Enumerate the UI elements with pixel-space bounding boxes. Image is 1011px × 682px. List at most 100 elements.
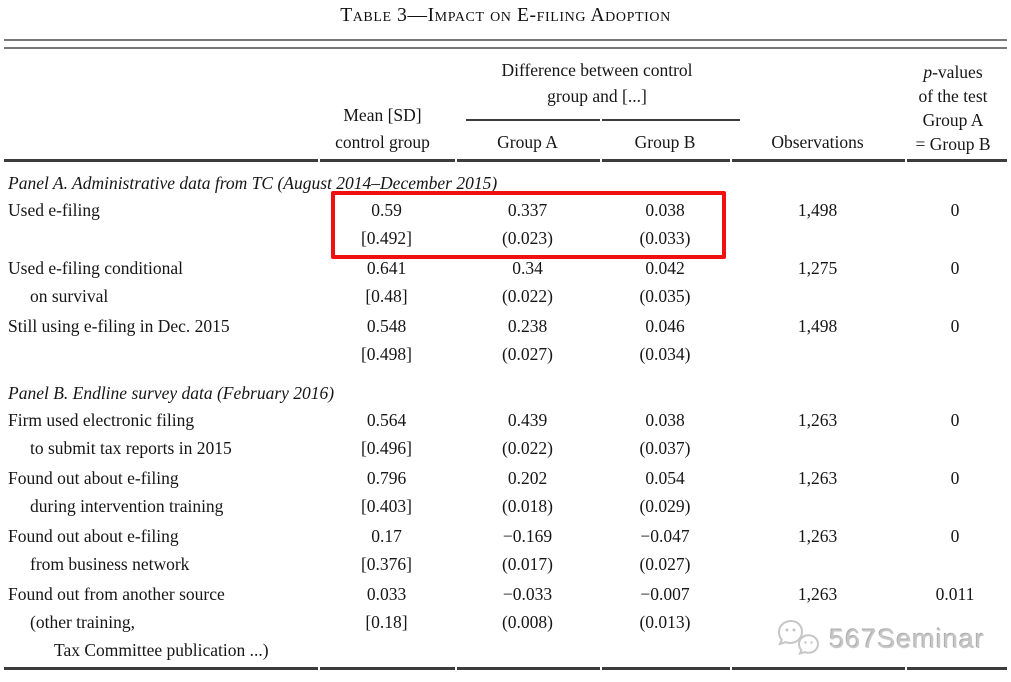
value: 0.337: [507, 200, 548, 220]
difference-span-rule: [466, 118, 740, 122]
value: 1,263: [797, 468, 838, 488]
watermark: 567Seminar: [776, 618, 985, 660]
group-b-cell: 0.038 (0.033): [600, 196, 730, 252]
value: 0.641: [366, 258, 407, 278]
dispersion-value: [0.48]: [365, 286, 408, 306]
group-b-cell: 0.042 (0.035): [600, 254, 730, 310]
row-label-line: Found out from another source: [8, 584, 225, 604]
row-label-line: Used e-filing conditional: [8, 258, 183, 278]
group-b-cell: 0.038 (0.037): [600, 406, 730, 462]
observations-cell: 1,263: [730, 522, 905, 578]
value: 0.17: [371, 526, 402, 546]
value: 0: [950, 526, 960, 546]
value: 0.796: [366, 468, 407, 488]
value: −0.033: [502, 584, 553, 604]
group-a-cell: 0.202 (0.018): [455, 464, 600, 520]
header-difference: Difference between control group and [..…: [501, 60, 693, 106]
observations-cell: 1,263: [730, 406, 905, 462]
dispersion-value: [0.492]: [360, 228, 413, 248]
header-mean-sd: Mean [SD] control group: [335, 105, 430, 152]
row-label: Used e-filing: [4, 196, 318, 252]
dispersion-value: (0.013): [639, 612, 691, 632]
value: 0: [950, 410, 960, 430]
row-label: Found out about e-filing from business ne…: [4, 522, 318, 578]
group-a-cell: −0.033 (0.008): [455, 580, 600, 664]
header-p-values: p-values of the test Group A = Group B: [915, 62, 991, 154]
value: −0.047: [640, 526, 690, 546]
row-label-line: Still using e-filing in Dec. 2015: [8, 316, 230, 336]
mean-cell: 0.548 [0.498]: [318, 312, 455, 368]
dispersion-value: (0.035): [639, 286, 691, 306]
value: 0.011: [935, 584, 975, 604]
row-label: Found out about e-filing during intervent…: [4, 464, 318, 520]
row-label-line: Found out about e-filing: [8, 468, 179, 488]
watermark-text: 567Seminar: [829, 623, 985, 654]
value: 1,498: [797, 200, 838, 220]
observations-cell: 1,263: [730, 580, 905, 664]
bottom-rule: [4, 666, 1007, 671]
header-observations: Observations: [771, 132, 864, 152]
p-value-cell: 0: [905, 464, 1005, 520]
mean-cell: 0.641 [0.48]: [318, 254, 455, 310]
dispersion-value: (0.034): [639, 344, 691, 364]
table-row: Found out about e-filing from business ne…: [4, 522, 1007, 578]
value: 0.238: [507, 316, 548, 336]
observations-cell: 1,498: [730, 196, 905, 252]
value: 1,263: [797, 584, 838, 604]
row-label-line: during intervention training: [30, 496, 224, 516]
group-a-cell: 0.337 (0.023): [455, 196, 600, 252]
group-b-cell: −0.007 (0.013): [600, 580, 730, 664]
value: −0.007: [640, 584, 690, 604]
value: 1,263: [797, 526, 838, 546]
dispersion-value: [0.498]: [360, 344, 413, 364]
dispersion-value: (0.037): [639, 438, 691, 458]
value: 0.564: [366, 410, 407, 430]
observations-cell: 1,263: [730, 464, 905, 520]
dispersion-value: (0.017): [501, 554, 554, 574]
value: 0: [950, 200, 960, 220]
table-title: Table 3—Impact on E-filing Adoption: [340, 5, 671, 26]
p-value-cell: 0: [905, 196, 1005, 252]
value: 0.054: [645, 468, 685, 488]
table-body: Panel A. Administrative data from TC (Au…: [4, 166, 1007, 664]
value: 0.34: [512, 258, 543, 278]
table-row: Used e-filing 0.59 [0.492] 0.337 (0.023) 0.03…: [4, 196, 1007, 252]
row-label-line: Found out about e-filing: [8, 526, 179, 546]
dispersion-value: [0.376]: [360, 554, 413, 574]
header-rule: [4, 158, 1007, 163]
value: 0.033: [366, 584, 407, 604]
mean-cell: 0.59 [0.492]: [318, 196, 455, 252]
group-b-cell: 0.054 (0.029): [600, 464, 730, 520]
table-row: Found out from another source (other trai…: [4, 580, 1007, 664]
dispersion-value: [0.18]: [365, 612, 408, 632]
value: 0.038: [645, 200, 685, 220]
top-rule-lower: [4, 47, 1007, 49]
dispersion-value: (0.029): [639, 496, 691, 516]
row-label-line: Firm used electronic filing: [8, 410, 195, 430]
dispersion-value: (0.018): [501, 496, 554, 516]
value: −0.169: [502, 526, 553, 546]
group-a-cell: −0.169 (0.017): [455, 522, 600, 578]
mean-cell: 0.796 [0.403]: [318, 464, 455, 520]
p-value-cell: 0: [905, 312, 1005, 368]
row-label-line: Tax Committee publication ...): [54, 640, 269, 660]
row-label: Used e-filing conditional on survival: [4, 254, 318, 310]
dispersion-value: (0.022): [501, 438, 554, 458]
table-row: Firm used electronic filing to submit tax…: [4, 406, 1007, 462]
value: 0: [950, 468, 960, 488]
value: 0.59: [371, 200, 402, 220]
row-label-line: (other training,: [30, 612, 135, 632]
mean-cell: 0.033 [0.18]: [318, 580, 455, 664]
header-group-b: Group B: [634, 132, 696, 152]
dispersion-value: (0.027): [501, 344, 554, 364]
row-label: Still using e-filing in Dec. 2015: [4, 312, 318, 368]
group-b-cell: −0.047 (0.027): [600, 522, 730, 578]
value: 1,498: [797, 316, 838, 336]
dispersion-value: (0.027): [639, 554, 691, 574]
dispersion-value: (0.033): [639, 228, 691, 248]
value: 0.046: [645, 316, 685, 336]
value: 0: [950, 316, 960, 336]
value: 0.202: [507, 468, 548, 488]
value: 0.548: [366, 316, 407, 336]
